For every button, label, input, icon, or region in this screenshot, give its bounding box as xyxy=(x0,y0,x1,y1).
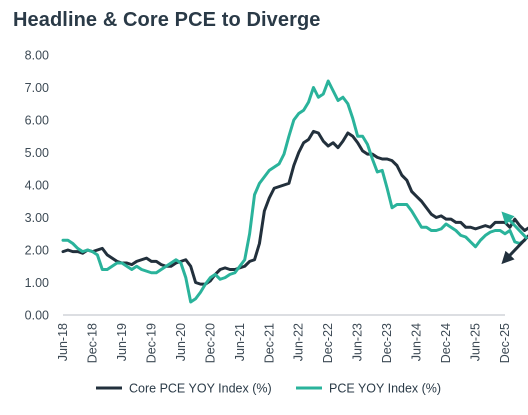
x-tick-label: Dec-24 xyxy=(439,323,453,363)
x-tick-label: Dec-21 xyxy=(262,323,276,363)
y-tick-label: 8.00 xyxy=(25,49,49,63)
x-tick-label: Jun-21 xyxy=(233,323,247,361)
x-tick-label: Jun-25 xyxy=(469,323,483,361)
series-layer xyxy=(61,79,528,304)
x-tick-label: Dec-23 xyxy=(380,323,394,363)
x-tick-label: Jun-19 xyxy=(115,323,129,361)
y-tick-label: 5.00 xyxy=(25,146,49,160)
core-pce-line xyxy=(61,129,528,286)
y-axis: 0.00 1.00 2.00 3.00 4.00 5.00 6.00 7.00 8.00 xyxy=(25,49,49,323)
y-tick-label: 6.00 xyxy=(25,114,49,128)
y-tick-label: 2.00 xyxy=(25,244,49,258)
y-tick-label: 7.00 xyxy=(25,81,49,95)
y-tick-label: 3.00 xyxy=(25,211,49,225)
y-tick-label: 1.00 xyxy=(25,276,49,290)
x-axis: Jun-18 Dec-18 Jun-19 Dec-19 Jun-20 Dec-20 Jun-… xyxy=(56,314,512,363)
x-tick-label: Jun-20 xyxy=(174,323,188,361)
legend: Core PCE YOY Index (%) PCE YOY Index (%) xyxy=(96,382,441,396)
x-tick-label: Dec-25 xyxy=(498,323,512,363)
legend-label: PCE YOY Index (%) xyxy=(329,382,441,396)
y-tick-label: 4.00 xyxy=(25,179,49,193)
x-tick-label: Dec-20 xyxy=(203,323,217,363)
x-tick-label: Jun-22 xyxy=(292,323,306,361)
forecast-layer xyxy=(501,211,528,265)
pce-forecast-arrow xyxy=(501,211,528,240)
legend-label: Core PCE YOY Index (%) xyxy=(129,382,272,396)
chart-title: Headline & Core PCE to Diverge xyxy=(13,9,321,31)
x-tick-label: Jun-24 xyxy=(410,323,424,361)
x-tick-label: Dec-22 xyxy=(321,323,335,363)
x-tick-label: Jun-18 xyxy=(56,323,70,361)
x-tick-label: Dec-19 xyxy=(144,323,158,363)
x-tick-label: Jun-23 xyxy=(351,323,365,361)
y-tick-label: 0.00 xyxy=(25,309,49,323)
x-tick-label: Dec-18 xyxy=(85,323,99,363)
pce-line xyxy=(61,79,527,304)
